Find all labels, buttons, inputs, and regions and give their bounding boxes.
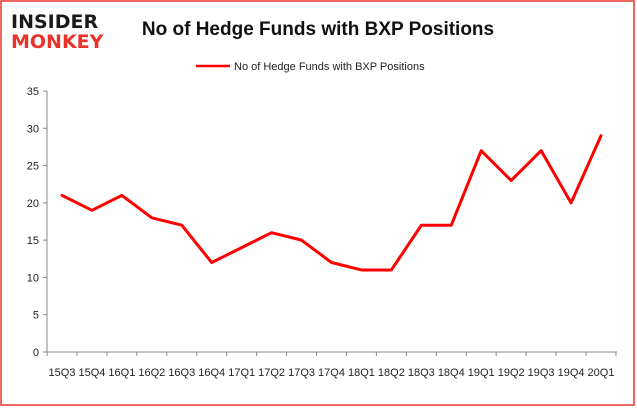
x-tick-label: 17Q2 [258, 367, 285, 379]
x-tick-label: 15Q4 [78, 367, 105, 379]
y-tick-label: 15 [27, 235, 39, 247]
logo-line-1: INSIDER [11, 11, 98, 33]
y-tick-label: 0 [33, 347, 39, 359]
x-tick-label: 19Q4 [558, 367, 585, 379]
x-tick-label: 16Q3 [168, 367, 195, 379]
chart-title: No of Hedge Funds with BXP Positions [142, 19, 494, 40]
legend: No of Hedge Funds with BXP Positions [196, 61, 425, 73]
x-tick-label: 19Q3 [528, 367, 555, 379]
legend-label: No of Hedge Funds with BXP Positions [234, 61, 425, 73]
logo-line-2: MONKEY [11, 31, 104, 53]
x-tick-label: 16Q4 [198, 367, 225, 379]
y-tick-label: 30 [27, 123, 39, 135]
x-tick-label: 18Q1 [348, 367, 375, 379]
y-tick-label: 35 [27, 86, 39, 98]
x-tick-label: 18Q4 [438, 367, 465, 379]
x-tick-label: 19Q1 [468, 367, 495, 379]
x-tick-label: 15Q3 [49, 367, 76, 379]
x-tick-label: 19Q2 [498, 367, 525, 379]
y-tick-label: 25 [27, 161, 39, 173]
insider-monkey-logo: INSIDER MONKEY [11, 11, 104, 53]
x-tick-label: 18Q2 [378, 367, 405, 379]
y-tick-label: 20 [27, 198, 39, 210]
x-tick-label: 20Q1 [588, 367, 615, 379]
x-tick-label: 17Q1 [228, 367, 255, 379]
y-tick-label: 10 [27, 272, 39, 284]
x-tick-label: 16Q1 [108, 367, 135, 379]
y-tick-label: 5 [33, 310, 39, 322]
x-tick-label: 18Q3 [408, 367, 435, 379]
x-tick-label: 17Q3 [288, 367, 315, 379]
x-tick-label: 16Q2 [138, 367, 165, 379]
x-tick-label: 17Q4 [318, 367, 345, 379]
